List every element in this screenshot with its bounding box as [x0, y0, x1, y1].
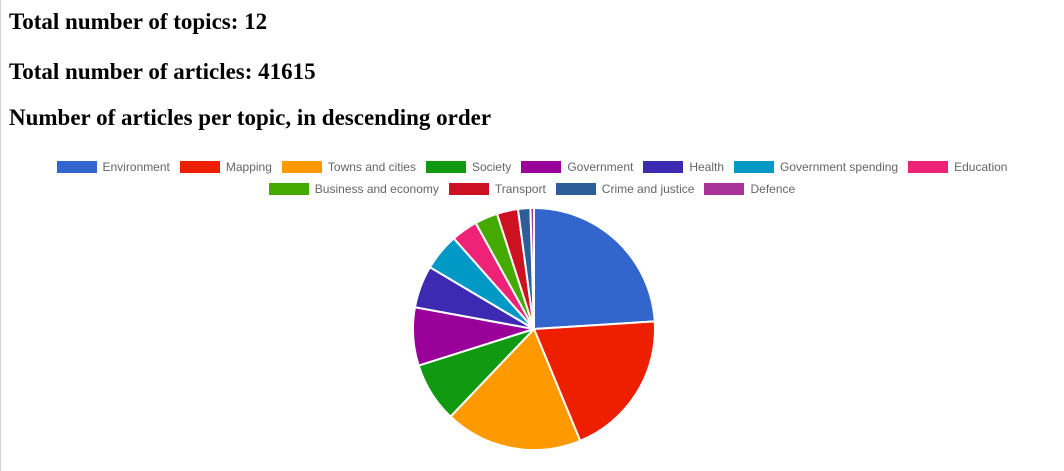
legend-item[interactable]: Defence: [704, 182, 795, 196]
legend-item[interactable]: Crime and justice: [555, 182, 695, 196]
legend-label: Education: [954, 160, 1008, 174]
pie-slice[interactable]: [529, 206, 535, 330]
legend-item[interactable]: Society: [425, 160, 512, 174]
legend-label: Towns and cities: [327, 160, 416, 174]
chart-legend-row-2: Business and economy Transport Crime and j…: [0, 182, 1064, 196]
total-articles-heading: Total number of articles: 41615: [9, 59, 316, 84]
legend-label: Government: [567, 160, 634, 174]
legend-label: Mapping: [225, 160, 272, 174]
pie-slice[interactable]: [449, 327, 582, 451]
legend-item[interactable]: Environment: [56, 160, 170, 174]
legend-item[interactable]: Mapping: [179, 160, 272, 174]
legend-label: Crime and justice: [601, 182, 695, 196]
legend-swatch: [521, 161, 562, 173]
legend-item[interactable]: Transport: [448, 182, 546, 196]
legend-item[interactable]: Towns and cities: [281, 160, 416, 174]
legend-item[interactable]: Business and economy: [268, 182, 439, 196]
legend-label: Society: [471, 160, 512, 174]
legend-item[interactable]: Government: [521, 160, 633, 174]
legend-swatch: [908, 161, 949, 173]
legend-label: Business and economy: [314, 182, 439, 196]
pie-slice[interactable]: [533, 206, 656, 331]
legend-item[interactable]: Government spending: [734, 160, 898, 174]
legend-label: Transport: [494, 182, 546, 196]
total-topics-heading: Total number of topics: 12: [9, 9, 268, 34]
chart-legend-row-1: Environment Mapping Towns and cities Societ…: [0, 160, 1064, 174]
legend-item[interactable]: Health: [643, 160, 724, 174]
legend-swatch: [56, 161, 97, 173]
legend-swatch: [734, 161, 775, 173]
legend-swatch: [448, 183, 489, 195]
legend-swatch: [268, 183, 309, 195]
legend-swatch: [555, 183, 596, 195]
legend-label: Environment: [102, 160, 170, 174]
legend-swatch: [643, 161, 684, 173]
left-border: [0, 0, 1, 471]
legend-swatch: [281, 161, 322, 173]
pie-slice[interactable]: [532, 320, 656, 443]
legend-label: Health: [689, 160, 725, 174]
legend-item[interactable]: Education: [908, 160, 1007, 174]
legend-label: Defence: [750, 182, 796, 196]
legend-swatch: [704, 183, 745, 195]
legend-label: Government spending: [780, 160, 899, 174]
articles-per-topic-heading: Number of articles per topic, in descend…: [9, 105, 492, 130]
legend-swatch: [179, 161, 220, 173]
legend-swatch: [425, 161, 466, 173]
